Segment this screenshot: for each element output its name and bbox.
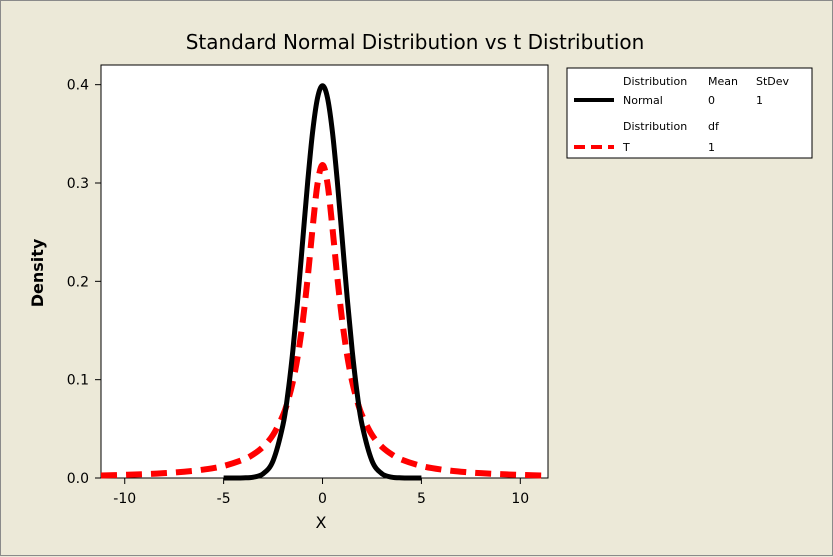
y-tick-label: 0.0 xyxy=(67,471,89,487)
y-tick-label: 0.1 xyxy=(67,373,89,389)
legend-header-stdev: StDev xyxy=(756,75,790,88)
legend-label-t: T xyxy=(622,141,630,154)
series-layer xyxy=(100,83,549,481)
y-tick-label: 0.4 xyxy=(67,78,89,94)
legend-header-distribution-1: Distribution xyxy=(623,75,687,88)
legend-header-mean: Mean xyxy=(708,75,738,88)
y-tick-label: 0.3 xyxy=(67,176,89,192)
axis-ticks: -10 -5 0 5 10 0.0 0.1 0.2 0.3 0.4 xyxy=(67,78,529,507)
x-tick-label: 10 xyxy=(511,491,529,507)
legend-box xyxy=(566,67,813,159)
legend: Distribution Mean StDev Normal 0 1 Distr… xyxy=(566,67,813,159)
legend-value-mean: 0 xyxy=(708,94,715,107)
legend-header-distribution-2: Distribution xyxy=(623,120,687,133)
legend-value-stdev: 1 xyxy=(756,94,763,107)
x-tick-label: 5 xyxy=(417,491,426,507)
plot-area xyxy=(100,64,549,479)
x-axis-label: X xyxy=(316,513,327,532)
chart-title: Standard Normal Distribution vs t Distri… xyxy=(186,30,645,54)
y-tick-label: 0.2 xyxy=(67,274,89,290)
legend-value-df: 1 xyxy=(708,141,715,154)
x-tick-label: -10 xyxy=(113,491,136,507)
x-tick-label: -5 xyxy=(217,491,231,507)
series-line-t xyxy=(100,162,549,479)
legend-label-normal: Normal xyxy=(623,94,663,107)
x-tick-label: 0 xyxy=(318,491,327,507)
legend-header-df: df xyxy=(708,120,720,133)
y-axis-label: Density xyxy=(28,238,47,307)
series-line-normal xyxy=(223,83,422,481)
